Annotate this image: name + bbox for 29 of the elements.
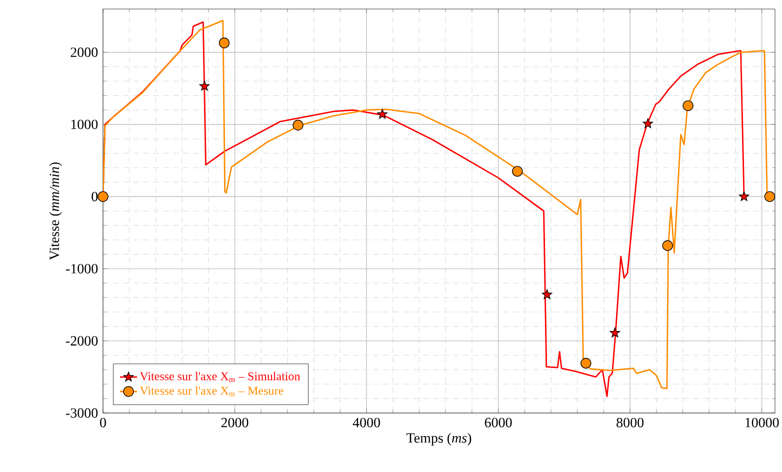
point [199,80,210,91]
point [542,289,552,300]
point [377,108,388,119]
point [610,328,620,338]
point [218,38,230,48]
point [738,191,750,201]
x-tick-label: 2000 [221,418,248,428]
y-tick-label: 0 [92,192,98,202]
point [682,100,694,112]
point [642,118,653,128]
point [98,191,108,202]
y-axis-title: Vitesse (mm/min) [49,162,62,260]
x-axis-title: Temps (ms) [406,432,472,446]
y-tick-label: 2000 [70,48,98,58]
legend-label: Vitesse sur l'axe X$_{m}$ – Mesure [140,386,284,396]
point [512,166,523,177]
point [580,358,592,369]
x-tick-label: 8000 [616,418,644,428]
y-tick-label: -3000 [66,408,98,418]
x-tick-label: 0 [100,418,106,428]
point [662,240,673,251]
x-tick-label: 4000 [352,418,380,428]
y-tick-label: -1000 [66,264,98,274]
x-tick-label: 10000 [746,418,779,428]
x-tick-label: 6000 [484,418,512,428]
y-tick-label: 1000 [71,120,98,130]
legend-label: Vitesse sur l'axe X$_{m}$ – Simulation [140,372,300,382]
y-tick-label: -2000 [66,336,98,346]
point [292,120,304,131]
